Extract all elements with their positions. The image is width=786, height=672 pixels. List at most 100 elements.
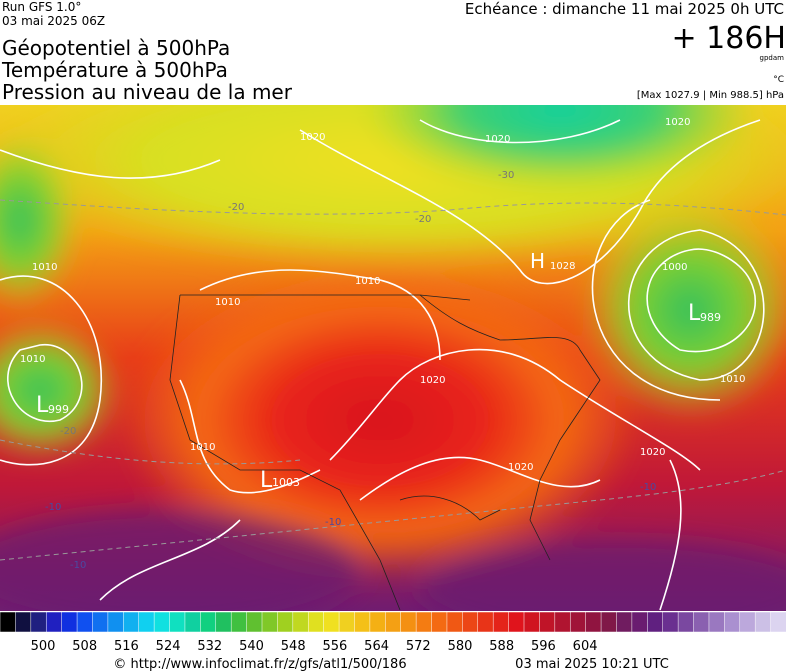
map-label: L [36,393,49,418]
map-label: 1010 [190,442,215,453]
colorbar-swatch [754,611,772,633]
pressure-range: [Max 1027.9 | Min 988.5] hPa [637,90,784,101]
scale-label: 588 [489,639,514,654]
scale-label: 516 [114,639,139,654]
colorbar-swatch [600,611,618,633]
colorbar-swatch [230,611,248,633]
colorbar-swatch [292,611,309,633]
colorbar-swatch [446,611,464,633]
colorbar-swatch [724,611,741,633]
footer-url: © http://www.infoclimat.fr/z/gfs/atl1/50… [113,657,406,672]
map-label: 1010 [720,374,745,385]
colorbar-swatch [61,611,78,633]
colorbar-swatch [354,611,371,633]
scale-label: 500 [31,639,56,654]
unit-temp: °C [773,75,784,85]
map-label: 1028 [550,261,575,272]
map-label: 1010 [32,262,57,273]
colorbar-swatch [30,611,47,633]
map-label: H [530,249,545,273]
footer-date: 03 mai 2025 10:21 UTC [515,657,669,672]
map-label: 1003 [272,476,300,489]
colorbar-swatch [708,611,726,633]
colorbar-swatch [554,611,571,633]
colorbar-swatch [739,611,756,633]
scale-label: 556 [322,639,347,654]
map-label: 1020 [665,117,690,128]
scale-label: 524 [156,639,181,654]
colorbar-swatch [523,611,541,633]
colorbar-swatch [585,611,602,633]
map-label: -10 [70,560,86,571]
map-label: 1020 [640,447,665,458]
scale-label: 548 [281,639,306,654]
map-label: 989 [700,311,721,324]
scale-label: 532 [197,639,222,654]
title-line: Géopotentiel à 500hPa [2,36,230,60]
map-label: 1020 [485,134,510,145]
colorbar-swatch [15,611,32,633]
map-label: -10 [325,517,341,528]
map-label: -20 [60,426,76,437]
scale-label: 572 [406,639,431,654]
run-date: 03 mai 2025 06Z [2,14,105,28]
colorbar-swatch [385,611,402,633]
title-line: Température à 500hPa [1,58,228,82]
colorbar-swatch [323,611,340,633]
scale-label: 508 [72,639,97,654]
colorbar-swatch [184,611,202,633]
isobars [0,119,765,611]
map-label: 999 [48,403,69,416]
colorbar-swatch [338,611,356,633]
colorbar-swatch [307,611,325,633]
colorbar-swatch [200,611,217,633]
map-field [0,105,786,611]
colorbar-swatch [662,611,679,633]
scale-label: 564 [364,639,389,654]
map-label: 1010 [355,276,380,287]
run-label: Run GFS 1.0° [2,0,81,14]
colorbar-swatch [76,611,94,633]
colorbar-swatch [92,611,109,633]
colorbar-swatch [508,611,525,633]
colorbar-swatch [431,611,448,633]
map-label: -10 [640,482,656,493]
map-label: -20 [415,214,431,225]
colorbar [0,611,786,633]
map-label: 1020 [508,462,533,473]
borders [169,294,601,611]
colorbar-swatch [169,611,186,633]
colorbar-swatch [277,611,294,633]
map-label: 1020 [300,132,325,143]
map-label: -10 [45,502,61,513]
lead-time: + 186H [672,21,786,56]
map-label: L [260,468,273,493]
map-label: 1020 [420,375,445,386]
map-label: 1010 [20,354,45,365]
colorbar-swatch [0,611,17,633]
scale-label: 580 [448,639,473,654]
colorbar-swatch [415,611,433,633]
colorbar-swatch [215,611,232,633]
map-label: -30 [498,170,514,181]
map-label: -20 [228,202,244,213]
title-line: Pression au niveau de la mer [2,80,293,104]
colorbar-swatch [631,611,649,633]
colorbar-swatch [153,611,171,633]
colorbar-swatch [369,611,387,633]
colorbar-swatch [492,611,510,633]
colorbar-swatch [647,611,664,633]
colorbar-swatch [677,611,695,633]
colorbar-swatch [569,611,587,633]
colorbar-swatch [138,611,155,633]
colorbar-swatch [462,611,479,633]
colorbar-swatch [693,611,710,633]
colorbar-swatch [261,611,279,633]
map-label: 1000 [662,262,687,273]
scale-label: 540 [239,639,264,654]
unit-geo: gpdam [760,54,785,62]
colorbar-swatch [616,611,633,633]
colorbar-swatch [770,611,786,633]
colorbar-swatch [123,611,140,633]
